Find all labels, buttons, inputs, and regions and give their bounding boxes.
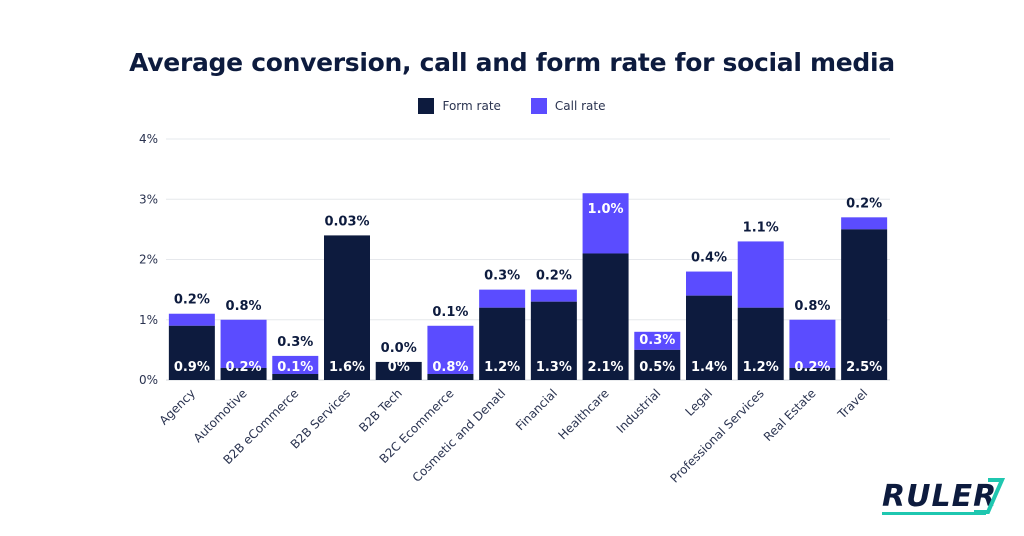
bar-form-rate [530, 301, 577, 380]
bar-call-rate [686, 271, 732, 296]
chart-legend: Form rate Call rate [0, 98, 1024, 114]
data-label-form-rate: 1.4% [691, 360, 727, 375]
bar-form-rate [789, 367, 836, 380]
brand-underline [882, 512, 986, 515]
data-label-call-rate: 0.1% [432, 305, 468, 320]
x-tick-label: Travel [834, 386, 870, 422]
chart-title: Average conversion, call and form rate f… [129, 48, 895, 77]
bar-call-rate [272, 355, 319, 374]
legend-swatch-call-rate [530, 98, 547, 114]
x-tick-label: Industrial [614, 386, 664, 436]
data-label-call-rate: 1.0% [588, 202, 624, 217]
x-tick-label: Agency [157, 386, 198, 427]
bar-form-rate [168, 325, 215, 380]
bar-form-rate [427, 373, 474, 380]
data-label-call-rate: 0.0% [381, 341, 417, 356]
x-tick-label: Legal [682, 386, 715, 419]
bar-call-rate [634, 331, 681, 350]
x-tick-label: Healthcare [556, 386, 612, 442]
bar-form-rate [220, 367, 267, 380]
data-label-call-rate: 0.3% [639, 333, 675, 348]
data-label-call-rate: 0.2% [536, 269, 572, 284]
legend-label-form-rate: Form rate [442, 99, 501, 113]
bar-call-rate [168, 313, 215, 326]
data-label-form-rate: 0.2% [794, 360, 830, 375]
bar-call-rate [530, 289, 577, 302]
y-tick-label: 0% [139, 373, 158, 387]
data-label-form-rate: 0.2% [226, 360, 262, 375]
data-label-form-rate: 2.1% [588, 360, 624, 375]
data-label-form-rate: 1.6% [329, 360, 365, 375]
x-tick-label: B2B Tech [356, 386, 405, 435]
bar-call-rate [427, 325, 474, 374]
data-label-form-rate: 0.9% [174, 360, 210, 375]
data-label-form-rate: 1.2% [484, 360, 520, 375]
bar-form-rate [324, 235, 370, 380]
data-label-call-rate: 0.2% [846, 196, 882, 211]
bar-call-rate [737, 241, 784, 308]
x-tick-label: Professional Services [667, 386, 766, 485]
legend-item-call-rate: Call rate [530, 98, 606, 114]
data-label-call-rate: 1.1% [743, 220, 779, 235]
data-label-form-rate: 0.1% [277, 360, 313, 375]
data-label-form-rate: 1.3% [536, 360, 572, 375]
y-tick-label: 1% [139, 313, 158, 327]
data-label-call-rate: 0.4% [691, 251, 727, 266]
data-label-form-rate: 2.5% [846, 360, 882, 375]
y-tick-label: 2% [139, 253, 158, 267]
data-label-call-rate: 0.2% [174, 293, 210, 308]
svg-text:RULER: RULER [882, 479, 997, 514]
x-tick-label: Cosmetic and Denatl [410, 386, 509, 485]
bar-call-rate [582, 193, 629, 254]
data-label-call-rate: 0.3% [277, 335, 313, 350]
bar-call-rate [220, 319, 267, 368]
bar-call-rate [789, 319, 836, 368]
data-label-call-rate: 0.8% [794, 299, 830, 314]
bar-form-rate [634, 349, 681, 380]
x-tick-label: Financial [513, 386, 560, 433]
data-label-call-rate: 0.8% [226, 299, 262, 314]
data-label-call-rate: 0.03% [324, 214, 369, 229]
data-label-form-rate: 0.8% [432, 360, 468, 375]
legend-label-call-rate: Call rate [554, 99, 606, 113]
bar-call-rate [841, 217, 888, 230]
bar-form-rate [841, 229, 888, 380]
bar-form-rate [375, 361, 422, 380]
data-label-form-rate: 0.5% [639, 360, 675, 375]
data-label-form-rate: 0% [388, 360, 410, 375]
data-label-call-rate: 0.3% [484, 269, 520, 284]
bar-form-rate [737, 307, 784, 380]
brand-logo: RULER [880, 474, 1006, 518]
bar-form-rate [479, 307, 526, 380]
y-tick-label: 3% [139, 192, 158, 206]
legend-swatch-form-rate [418, 98, 435, 114]
bar-form-rate [272, 373, 319, 380]
bar-call-rate [479, 289, 526, 308]
y-tick-label: 4% [139, 132, 158, 146]
legend-item-form-rate: Form rate [418, 98, 501, 114]
data-label-form-rate: 1.2% [743, 360, 779, 375]
bar-form-rate [582, 253, 629, 380]
x-tick-label: Real Estate [761, 386, 819, 444]
bar-form-rate [686, 295, 732, 380]
